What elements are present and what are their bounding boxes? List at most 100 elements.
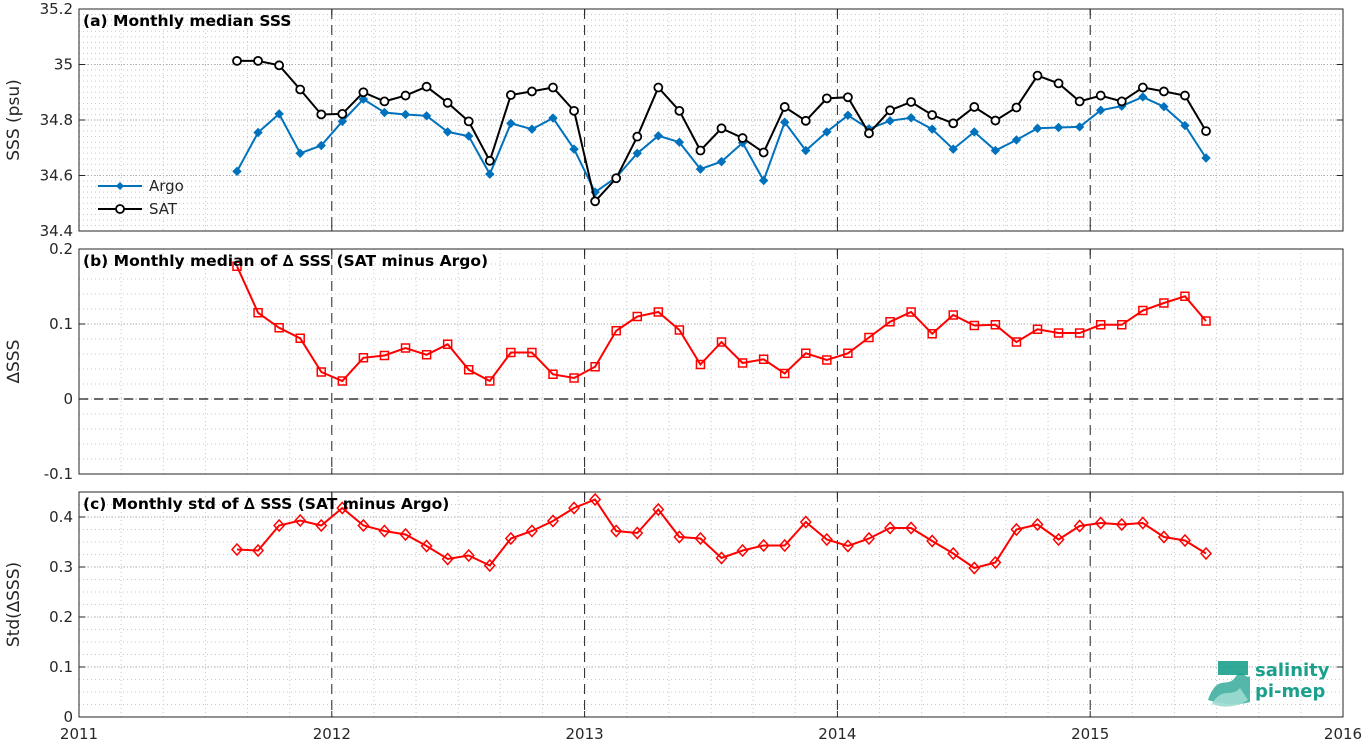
data-point bbox=[653, 131, 664, 141]
y-axis-label: ∆SSS bbox=[4, 340, 24, 385]
data-point bbox=[779, 102, 790, 112]
data-point bbox=[1159, 298, 1169, 308]
x-tick-label: 2014 bbox=[818, 725, 856, 743]
y-tick-label: 35.2 bbox=[40, 0, 73, 18]
data-point bbox=[736, 543, 749, 558]
data-point bbox=[421, 350, 432, 360]
y-tick-label: 0.2 bbox=[49, 240, 73, 258]
data-point bbox=[1031, 517, 1044, 532]
y-tick-label: 34.8 bbox=[40, 111, 73, 129]
data-point bbox=[1094, 516, 1107, 530]
data-point bbox=[316, 140, 326, 151]
data-point bbox=[358, 353, 369, 363]
data-point bbox=[548, 82, 558, 93]
data-point bbox=[737, 358, 748, 368]
data-point bbox=[485, 169, 495, 179]
y-axis-label: Std(∆SSS) bbox=[4, 562, 24, 647]
data-point bbox=[1052, 532, 1065, 547]
data-point bbox=[1053, 122, 1064, 133]
data-point bbox=[716, 156, 727, 167]
data-point bbox=[400, 90, 411, 101]
data-point bbox=[295, 148, 305, 159]
data-point bbox=[358, 94, 369, 104]
data-point bbox=[1011, 135, 1022, 145]
data-point bbox=[527, 347, 537, 358]
data-point bbox=[504, 531, 517, 546]
data-point bbox=[1074, 96, 1085, 107]
data-point bbox=[569, 144, 579, 154]
data-point bbox=[274, 60, 285, 71]
data-point bbox=[969, 127, 980, 137]
data-point bbox=[610, 524, 623, 538]
data-point bbox=[1180, 291, 1190, 301]
series-delta bbox=[230, 492, 1213, 575]
data-point bbox=[843, 92, 853, 103]
data-point bbox=[569, 373, 579, 383]
data-point bbox=[337, 116, 348, 127]
data-point bbox=[885, 116, 895, 126]
data-point bbox=[548, 369, 558, 379]
y-tick-label: -0.1 bbox=[44, 465, 73, 483]
data-point bbox=[1117, 320, 1127, 330]
y-tick-label: 34.4 bbox=[40, 222, 73, 240]
logo-wave bbox=[1212, 688, 1248, 707]
series-delta bbox=[232, 261, 1211, 386]
data-point bbox=[253, 127, 263, 138]
data-point bbox=[315, 518, 328, 533]
data-point bbox=[674, 325, 685, 335]
panel-title: (a) Monthly median SSS bbox=[83, 12, 291, 30]
data-point bbox=[821, 93, 832, 104]
data-point bbox=[632, 131, 643, 142]
y-tick-label: 35 bbox=[54, 56, 73, 74]
data-point bbox=[948, 118, 959, 129]
data-point bbox=[1032, 70, 1043, 81]
data-point bbox=[590, 362, 600, 372]
data-point bbox=[379, 96, 390, 107]
x-tick-label: 2015 bbox=[1071, 725, 1109, 743]
data-point bbox=[485, 376, 495, 386]
data-point bbox=[632, 148, 642, 159]
data-point bbox=[631, 526, 644, 540]
logo-line2: pi-mep bbox=[1255, 681, 1325, 702]
data-point bbox=[421, 81, 432, 92]
y-tick-label: 0.1 bbox=[49, 315, 73, 333]
x-tick-label: 2012 bbox=[313, 725, 351, 743]
data-point bbox=[990, 115, 1001, 126]
axes-box bbox=[78, 491, 1344, 718]
data-point bbox=[232, 166, 242, 177]
data-point bbox=[695, 359, 706, 370]
data-point bbox=[674, 105, 685, 116]
data-point bbox=[274, 109, 284, 119]
data-point bbox=[969, 320, 980, 331]
legend-label: SAT bbox=[149, 200, 178, 218]
data-point bbox=[1200, 546, 1213, 561]
data-point bbox=[1201, 153, 1211, 163]
data-point bbox=[294, 513, 307, 528]
data-point bbox=[506, 118, 516, 129]
data-point bbox=[336, 501, 349, 515]
data-point bbox=[525, 524, 538, 538]
data-point bbox=[778, 538, 791, 553]
data-point bbox=[758, 147, 769, 158]
data-point bbox=[1178, 533, 1191, 548]
logo-line1: salinity bbox=[1255, 660, 1330, 681]
data-point bbox=[295, 333, 305, 343]
data-point bbox=[822, 355, 832, 365]
data-point bbox=[737, 133, 748, 143]
data-point bbox=[1095, 105, 1106, 115]
data-point bbox=[906, 307, 916, 317]
data-point bbox=[1032, 123, 1043, 134]
x-tick-label: 2016 bbox=[1324, 725, 1362, 743]
series-sat bbox=[232, 55, 1211, 207]
data-point bbox=[1180, 120, 1190, 131]
data-point bbox=[464, 131, 474, 141]
y-tick-label: 34.6 bbox=[40, 167, 73, 185]
series-line bbox=[236, 265, 1207, 383]
data-point bbox=[358, 87, 369, 98]
data-point bbox=[484, 155, 495, 166]
data-point bbox=[253, 308, 263, 318]
data-point bbox=[1074, 122, 1085, 132]
data-point bbox=[399, 527, 412, 542]
axes-box bbox=[78, 248, 1344, 475]
data-point bbox=[1032, 324, 1043, 334]
